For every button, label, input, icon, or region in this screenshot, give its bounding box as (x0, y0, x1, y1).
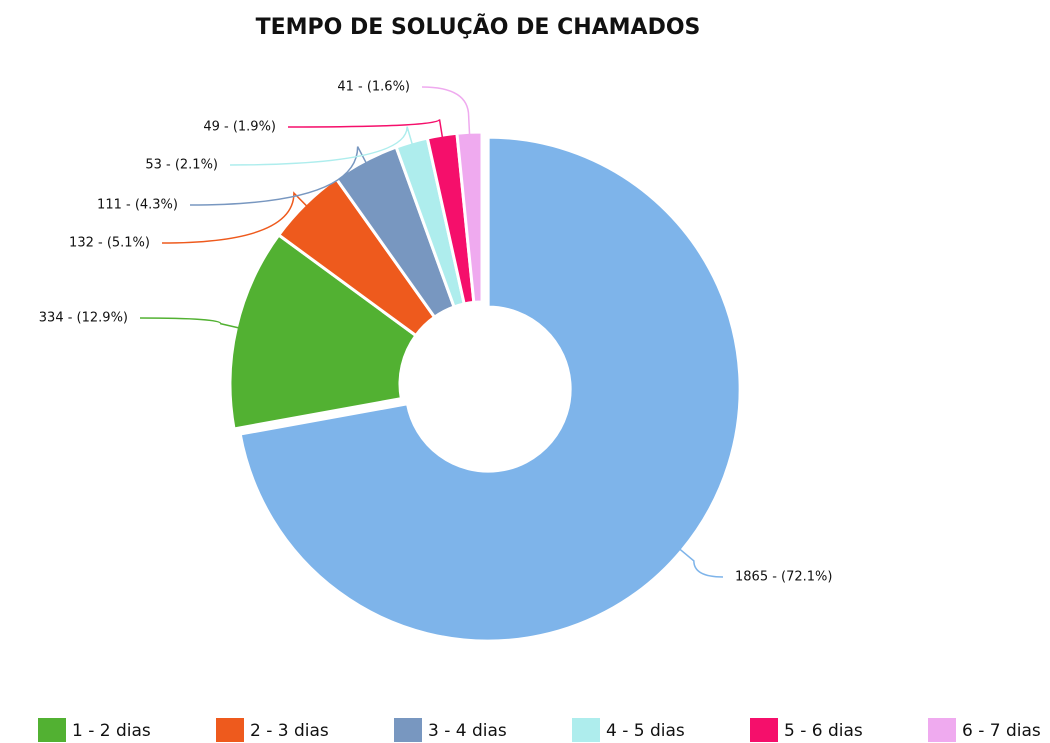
data-label: 41 - (1.6%) (337, 80, 410, 95)
legend-label: 5 - 6 dias (784, 721, 863, 741)
donut-slice (238, 135, 742, 643)
legend-swatch (928, 718, 956, 742)
legend-swatch (216, 718, 244, 742)
legend-swatch (572, 718, 600, 742)
leader-line (161, 191, 309, 244)
legend-swatch (750, 718, 778, 742)
data-label: 111 - (4.3%) (97, 198, 178, 213)
data-label: 334 - (12.9%) (39, 311, 128, 326)
data-label: 1865 - (72.1%) (735, 570, 832, 585)
donut-slice (455, 130, 484, 305)
leader-line (421, 86, 471, 137)
leader-line (229, 126, 414, 166)
legend-label: 3 - 4 dias (428, 721, 507, 741)
data-label: 49 - (1.9%) (203, 120, 276, 135)
leader-line (678, 547, 724, 578)
legend-swatch (394, 718, 422, 742)
donut-slice (228, 232, 418, 431)
legend-swatch (38, 718, 66, 742)
legend-label: 4 - 5 dias (606, 721, 685, 741)
legend-label: 6 - 7 dias (962, 721, 1041, 741)
data-label: 53 - (2.1%) (145, 158, 218, 173)
legend-label: 2 - 3 dias (250, 721, 329, 741)
chart-title: TEMPO DE SOLUÇÃO DE CHAMADOS (256, 14, 701, 40)
leader-line (189, 146, 368, 206)
legend-label: 1 - 2 dias (72, 721, 151, 741)
data-label: 132 - (5.1%) (69, 236, 150, 251)
leader-line (287, 118, 444, 140)
leader-line (139, 317, 241, 329)
